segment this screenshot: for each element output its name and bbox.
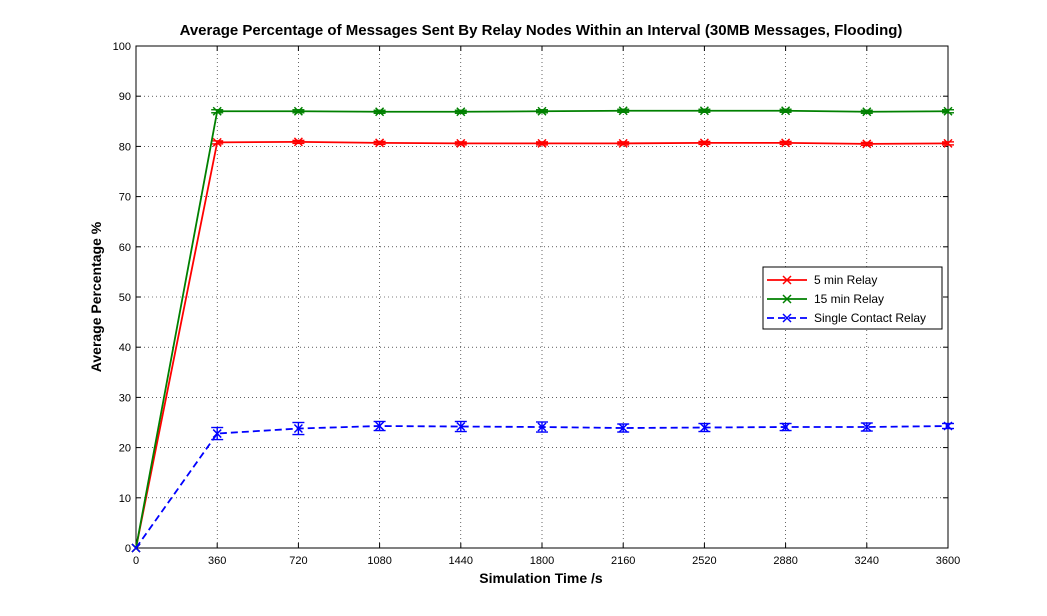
x-tick-label: 2880	[773, 555, 797, 567]
x-tick-label: 360	[208, 555, 226, 567]
data-point-marker	[618, 423, 628, 433]
legend-label: Single Contact Relay	[814, 311, 926, 325]
y-tick-label: 10	[119, 493, 131, 505]
data-point-marker	[293, 423, 303, 434]
y-tick-label: 100	[113, 41, 131, 53]
data-point-marker	[862, 139, 872, 149]
x-tick-label: 720	[289, 555, 307, 567]
legend-marker	[782, 294, 792, 304]
y-axis-label: Average Percentage %	[88, 221, 104, 372]
legend-marker	[782, 313, 792, 323]
data-point-marker	[943, 421, 953, 431]
data-point-marker	[293, 137, 303, 147]
legend-marker	[782, 275, 792, 285]
data-point-marker	[212, 106, 222, 116]
data-point-marker	[456, 421, 466, 432]
legend: 5 min Relay 15 min Relay Single Contact Re…	[762, 266, 943, 330]
axis-ticks: 0 360 720 1080 1440 1800 2160 2520 2880 3240 36000…	[113, 41, 961, 567]
chart-title: Average Percentage of Messages Sent By R…	[180, 22, 903, 39]
legend-label: 5 min Relay	[814, 273, 877, 287]
data-point-marker	[862, 107, 872, 117]
y-tick-label: 30	[119, 392, 131, 404]
data-point-marker	[212, 137, 222, 147]
data-point-marker	[943, 138, 953, 148]
series-0	[131, 137, 954, 553]
series-line	[135, 425, 949, 549]
data-point-marker	[375, 107, 385, 117]
data-point-marker	[699, 422, 709, 433]
x-tick-label: 1440	[449, 555, 473, 567]
y-tick-label: 50	[119, 292, 131, 304]
legend-label: 15 min Relay	[814, 292, 884, 306]
y-tick-label: 20	[119, 443, 131, 455]
y-tick-label: 60	[119, 242, 131, 254]
data-point-marker	[375, 138, 385, 148]
x-tick-label: 0	[133, 555, 139, 567]
data-point-marker	[699, 106, 709, 116]
y-tick-label: 90	[119, 91, 131, 103]
x-tick-label: 2520	[692, 555, 716, 567]
x-tick-label: 1800	[530, 555, 554, 567]
data-point-marker	[131, 543, 141, 553]
data-point-marker	[618, 106, 628, 116]
data-point-marker	[537, 106, 547, 116]
y-tick-label: 80	[119, 141, 131, 153]
data-point-marker	[781, 106, 791, 116]
data-point-marker	[781, 138, 791, 148]
data-point-marker	[375, 421, 385, 431]
x-axis-label: Simulation Time /s	[479, 570, 603, 586]
data-point-marker	[456, 107, 466, 117]
data-point-marker	[943, 106, 953, 116]
data-point-marker	[699, 138, 709, 148]
series-group	[131, 106, 954, 553]
series-2	[131, 420, 954, 553]
x-tick-label: 1080	[367, 555, 391, 567]
data-point-marker	[537, 138, 547, 148]
data-point-marker	[456, 138, 466, 148]
x-tick-label: 3240	[855, 555, 879, 567]
y-tick-label: 40	[119, 342, 131, 354]
x-tick-label: 2160	[611, 555, 635, 567]
data-point-marker	[212, 429, 222, 439]
data-point-marker	[781, 422, 791, 432]
y-tick-label: 0	[125, 543, 131, 555]
data-point-marker	[537, 422, 547, 432]
data-point-marker	[618, 138, 628, 148]
x-tick-label: 3600	[936, 555, 960, 567]
data-point-marker	[293, 106, 303, 116]
data-point-marker	[862, 422, 872, 432]
y-tick-label: 70	[119, 192, 131, 204]
